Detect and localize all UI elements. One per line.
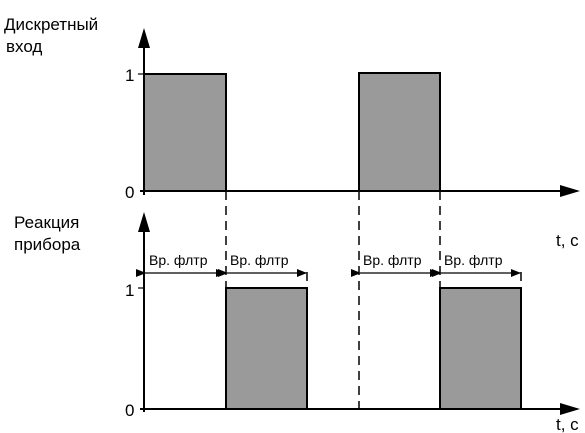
bottom-ylabel-line1: Реакция: [14, 213, 79, 232]
top-ylabel-line2: вход: [6, 37, 42, 56]
filter-label-4: Вр. флтр: [444, 252, 503, 268]
filter-label-3: Вр. флтр: [363, 252, 422, 268]
bottom-y-axis-arrow: [138, 212, 150, 232]
filter-intervals: Вр. флтр Вр. флтр Вр. флтр Вр. флтр: [136, 252, 521, 277]
top-ylabel-line1: Дискретный: [4, 15, 98, 34]
input-pulse-2: [358, 72, 441, 192]
top-y-axis-arrow: [138, 28, 150, 48]
bottom-ylabel-line2: прибора: [14, 235, 81, 254]
bottom-tick-one: 1: [125, 281, 134, 300]
filter-label-1: Вр. флтр: [149, 252, 208, 268]
top-tick-one: 1: [125, 66, 134, 85]
bottom-x-label: t, с: [556, 415, 579, 433]
bottom-tick-zero: 0: [125, 401, 134, 420]
reaction-pulse-2: [439, 287, 522, 410]
bottom-x-axis-arrow: [560, 403, 580, 415]
top-panel: Дискретный вход 1 0 t, с: [4, 15, 580, 250]
top-x-axis-arrow: [560, 185, 580, 197]
bottom-panel: Реакция прибора 1 0 t, с: [14, 212, 580, 433]
top-x-label: t, с: [556, 231, 579, 250]
input-pulse-1: [143, 73, 227, 192]
filter-label-2: Вр. флтр: [230, 252, 289, 268]
reaction-pulse-1: [225, 287, 308, 410]
top-tick-zero: 0: [125, 183, 134, 202]
